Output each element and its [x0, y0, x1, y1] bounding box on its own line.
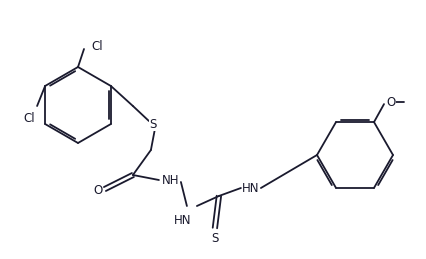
Text: S: S: [211, 232, 219, 244]
Text: HN: HN: [242, 182, 260, 195]
Text: O: O: [93, 184, 103, 198]
Text: Cl: Cl: [91, 40, 103, 54]
Text: HN: HN: [174, 213, 192, 227]
Text: S: S: [149, 118, 157, 131]
Text: Cl: Cl: [23, 112, 35, 125]
Text: O: O: [386, 96, 396, 109]
Text: NH: NH: [162, 174, 180, 186]
